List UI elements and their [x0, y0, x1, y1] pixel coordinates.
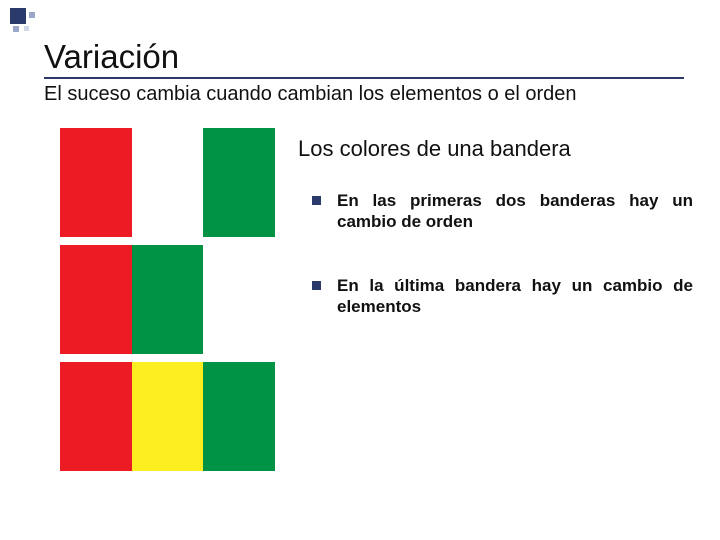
flag-stripe: [203, 362, 275, 471]
corner-decoration: [10, 8, 40, 38]
flag-stripe: [203, 128, 275, 237]
flag-stripe: [60, 245, 132, 354]
bullet-item: En la última bandera hay un cambio de el…: [298, 275, 693, 318]
body-area: Los colores de una bandera En las primer…: [60, 128, 692, 540]
page-subtitle: El suceso cambia cuando cambian los elem…: [44, 83, 700, 106]
flag-stripe: [132, 128, 204, 237]
flag-stripe: [203, 245, 275, 354]
title-underline: [44, 77, 684, 79]
flag-2: [60, 245, 275, 354]
flag-3: [60, 362, 275, 471]
square-bullet-icon: [312, 196, 321, 205]
section-title: Los colores de una bandera: [298, 136, 693, 162]
decor-square-small: [24, 26, 29, 31]
flag-stripe: [60, 128, 132, 237]
flag-stripe: [60, 362, 132, 471]
bullet-text: En la última bandera hay un cambio de el…: [337, 275, 693, 318]
flags-column: [60, 128, 275, 479]
bullet-text: En las primeras dos banderas hay un camb…: [337, 190, 693, 233]
slide-content: Variación El suceso cambia cuando cambia…: [44, 38, 700, 106]
page-title: Variación: [44, 38, 700, 78]
flag-stripe: [132, 362, 204, 471]
square-bullet-icon: [312, 281, 321, 290]
flag-stripe: [132, 245, 204, 354]
flag-1: [60, 128, 275, 237]
bullet-item: En las primeras dos banderas hay un camb…: [298, 190, 693, 233]
decor-square-small: [29, 12, 35, 18]
decor-square-large: [10, 8, 26, 24]
text-column: Los colores de una bandera En las primer…: [298, 128, 693, 359]
decor-square-small: [13, 26, 19, 32]
